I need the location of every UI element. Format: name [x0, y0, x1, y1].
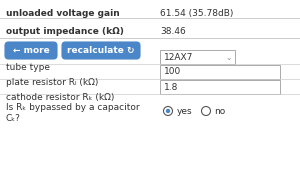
Text: cathode resistor Rₖ (kΩ): cathode resistor Rₖ (kΩ) [6, 93, 114, 102]
Bar [160, 50, 235, 64]
Text: ⌄: ⌄ [225, 52, 231, 62]
Text: Is Rₖ bypassed by a capacitor: Is Rₖ bypassed by a capacitor [6, 103, 140, 112]
Text: 61.54 (35.78dB): 61.54 (35.78dB) [160, 9, 233, 18]
Circle shape [164, 107, 172, 115]
Text: 1.8: 1.8 [164, 82, 178, 91]
Circle shape [202, 107, 211, 115]
Text: plate resistor Rₗ (kΩ): plate resistor Rₗ (kΩ) [6, 78, 98, 87]
Bar [160, 80, 280, 94]
Circle shape [166, 109, 170, 113]
Text: 12AX7: 12AX7 [164, 52, 194, 62]
FancyBboxPatch shape [62, 42, 140, 59]
Text: ← more: ← more [13, 46, 50, 55]
Text: tube type: tube type [6, 63, 50, 72]
Text: output impedance (kΩ): output impedance (kΩ) [6, 27, 124, 36]
Text: recalculate ↻: recalculate ↻ [67, 46, 135, 55]
Bar [160, 65, 280, 79]
Text: 38.46: 38.46 [160, 27, 186, 36]
Text: 100: 100 [164, 68, 181, 76]
Text: Cₖ?: Cₖ? [6, 114, 21, 123]
Text: unloaded voltage gain: unloaded voltage gain [6, 9, 120, 18]
Text: no: no [214, 107, 226, 115]
FancyBboxPatch shape [5, 42, 57, 59]
Text: yes: yes [176, 107, 192, 115]
